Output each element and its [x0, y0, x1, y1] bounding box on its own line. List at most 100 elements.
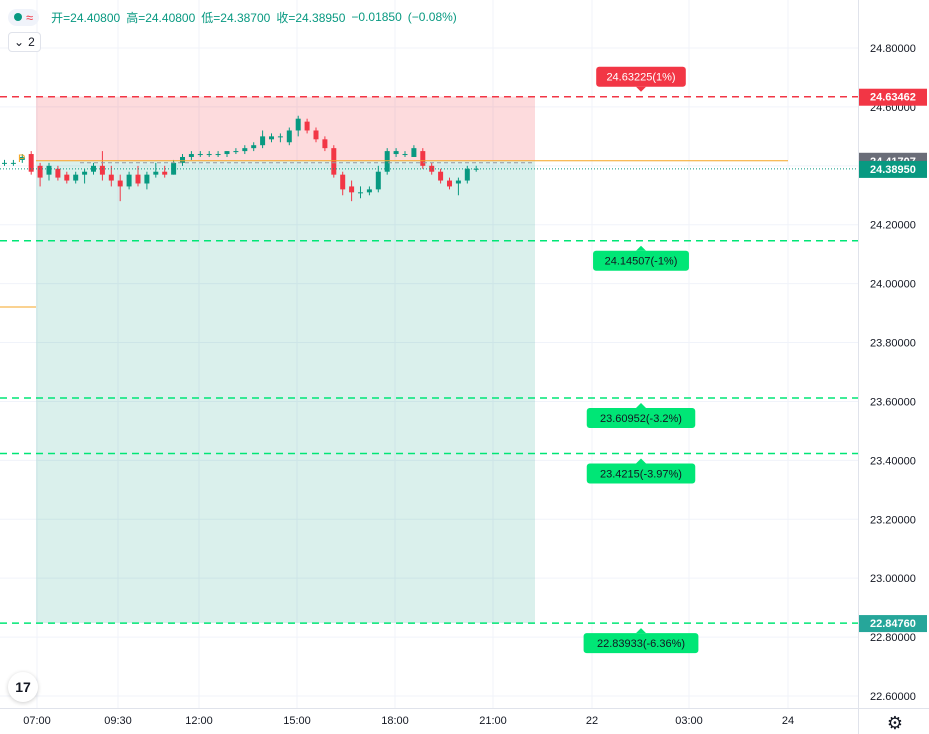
x-tick-label: 21:00 — [479, 715, 507, 727]
candle-body — [19, 156, 25, 160]
candle — [215, 151, 221, 157]
profit-zone — [36, 96, 535, 161]
candle — [322, 136, 328, 152]
price-badge-text: 22.84760 — [870, 618, 916, 630]
candle-body — [126, 174, 132, 187]
price-badge-box — [859, 615, 927, 633]
y-tick-label: 23.80000 — [870, 338, 916, 350]
candle-body — [197, 154, 203, 156]
level-tag-pointer — [636, 458, 646, 464]
candles — [2, 115, 479, 202]
candle — [206, 151, 212, 157]
candle — [251, 142, 257, 152]
level-tag: 23.4215(-3.97%) — [586, 458, 696, 484]
close-value: 收=24.38950 — [276, 10, 346, 25]
time-axis: 07:00 09:30 12:00 15:00 18:00 21:00 22 03:00 24 — [0, 708, 929, 727]
price-badge-text: 24.63462 — [870, 92, 916, 104]
level-tag-text: 23.60952(-3.2%) — [600, 413, 682, 425]
level-tag-text: 24.63225(1%) — [606, 72, 675, 84]
candle-body — [73, 174, 79, 181]
candle-body — [162, 171, 168, 175]
level-tag-pointer — [636, 245, 646, 251]
candle-body — [224, 151, 230, 155]
candle — [224, 151, 230, 157]
candle-body — [46, 165, 52, 175]
candle-body — [313, 130, 319, 140]
candle — [473, 165, 479, 172]
candle-body — [411, 148, 417, 157]
price-badge: 24.63462 — [859, 88, 927, 106]
candle-body — [277, 136, 283, 138]
x-tick-label: 07:00 — [23, 715, 51, 727]
candle — [55, 165, 61, 181]
level-tag-box — [593, 250, 689, 271]
candle — [269, 133, 274, 143]
candle-body — [473, 168, 479, 170]
candle-body — [420, 151, 426, 166]
level-tag-box — [586, 463, 696, 484]
candle-body — [108, 174, 114, 181]
candle — [402, 151, 408, 157]
candle — [242, 145, 248, 155]
candle-body — [153, 171, 159, 175]
y-tick-label: 23.20000 — [870, 514, 916, 526]
candle-body — [269, 136, 274, 140]
candle — [99, 151, 105, 181]
candle — [144, 171, 150, 190]
candle-body — [117, 180, 123, 187]
candle — [180, 154, 185, 166]
tradingview-logo-icon[interactable]: 17 — [8, 672, 38, 702]
level-tag-text: 22.83933(-6.36%) — [597, 638, 685, 650]
candle-body — [304, 121, 310, 131]
open-value: 开=24.40800 — [51, 10, 121, 25]
candle — [375, 165, 381, 193]
level-tag: 24.14507(-1%) — [593, 245, 689, 271]
candle — [366, 186, 372, 196]
candle-body — [242, 148, 248, 152]
candle-body — [447, 180, 452, 187]
candle — [340, 171, 346, 196]
candle — [233, 148, 239, 155]
candle — [277, 133, 283, 143]
y-tick-label: 22.60000 — [870, 691, 916, 703]
collapse-indicators-button[interactable]: ⌄ 2 — [8, 32, 41, 52]
level-tag-box — [586, 408, 696, 429]
candle-body — [375, 171, 381, 190]
candle-body — [144, 174, 150, 184]
x-tick-label: 24 — [782, 715, 794, 727]
gear-icon[interactable]: ⚙ — [886, 712, 904, 733]
candle-body — [188, 154, 194, 157]
candle-body — [260, 136, 266, 146]
candle — [438, 168, 444, 184]
candle-body — [251, 145, 257, 149]
candle-body — [82, 171, 88, 175]
candle — [358, 186, 363, 199]
candle-body — [286, 130, 292, 143]
price-badge: 22.84760 — [859, 615, 927, 633]
candle-body — [295, 118, 301, 131]
candle — [393, 148, 399, 157]
candle-body — [438, 171, 444, 181]
candle — [349, 180, 355, 202]
status-dot-icon — [14, 13, 22, 21]
high-value: 高=24.40800 — [126, 10, 196, 25]
candle-body — [37, 165, 43, 178]
candle — [304, 118, 310, 134]
status-badge[interactable]: ≈ — [8, 8, 40, 26]
price-badge-box — [859, 160, 927, 178]
level-tag: 22.83933(-6.36%) — [583, 628, 699, 654]
candle-body — [384, 151, 390, 172]
change-percent: (−0.08%) — [407, 10, 457, 24]
pivot-label: P — [18, 153, 25, 165]
candle — [64, 171, 70, 184]
change-value: −0.01850 — [351, 10, 402, 24]
candle-body — [429, 165, 435, 172]
candle — [153, 162, 159, 178]
candle — [37, 162, 43, 187]
candle — [455, 177, 461, 196]
level-tag-pointer — [636, 86, 646, 92]
candle — [313, 127, 319, 143]
candle-body — [402, 154, 408, 156]
y-tick-label: 23.60000 — [870, 396, 916, 408]
